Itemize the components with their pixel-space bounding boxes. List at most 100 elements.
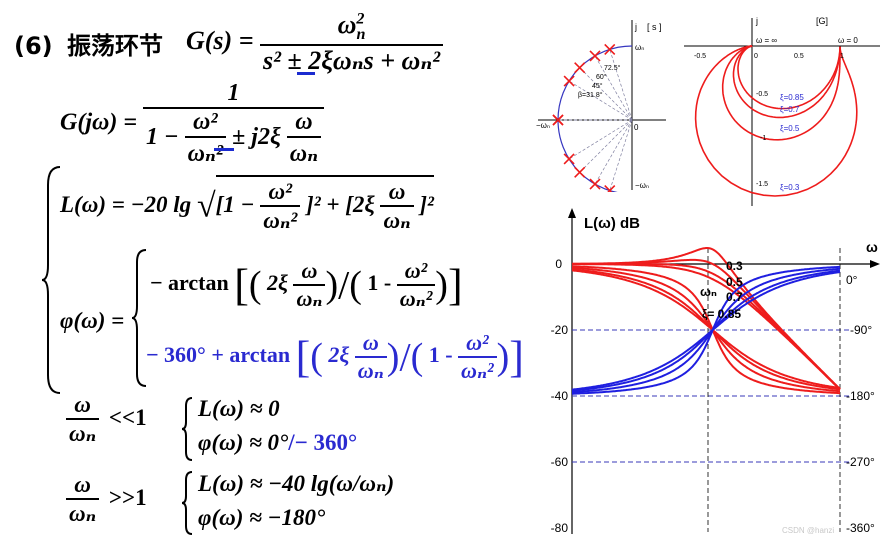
bode-xi-3: ξ= 0.85	[702, 307, 741, 321]
ny-xi-0: ξ=0.85	[780, 93, 804, 102]
pz-wn-top: ωₙ	[635, 43, 644, 52]
g-jw-den-frac-num: ω²	[193, 109, 218, 135]
bode-magnitude-curve	[572, 263, 841, 391]
bode-phase-curve-red	[571, 269, 841, 389]
pole-x-mark	[604, 43, 616, 55]
cond1-relation: <<1	[108, 404, 147, 430]
phi1-paren2-close: )	[435, 264, 448, 306]
ny-xi-2: ξ=0.5	[780, 124, 800, 133]
ny-xtick-1: 0	[754, 53, 758, 60]
cond1-den: ωₙ	[66, 418, 100, 447]
bode-xi-0: 0.3	[726, 259, 743, 273]
magnitude-formula: L(ω) = −20 lg √ [1 − ω² ωₙ² ]² + [2ξ ω ω…	[60, 175, 434, 234]
ny-xtick-3: 1	[840, 53, 844, 60]
section-title: 振荡环节	[67, 32, 163, 60]
g-jw-den-frac2-num: ω	[295, 109, 313, 135]
phi2-360-arctan: − 360° + arctan	[146, 342, 291, 368]
bode-xi-1: 0.5	[726, 275, 743, 289]
bode-rtick-3: -270°	[846, 455, 875, 469]
pz-wn-left: −ωₙ	[536, 121, 550, 130]
bode-ytick-2: -40	[551, 389, 569, 403]
phi1-paren2-open: (	[349, 264, 362, 306]
phi2-frac2-num: ω²	[466, 330, 489, 355]
bode-rtick-4: -360°	[846, 521, 875, 535]
ny-g-label: [G]	[816, 16, 828, 26]
phase-brace	[131, 249, 147, 387]
bode-phase-curves	[571, 265, 841, 395]
cond2-brace	[181, 471, 193, 535]
g-s-lhs: G(s) =	[186, 25, 254, 55]
bode-ytick-1: -20	[551, 323, 569, 337]
g-jw-lhs: G(jω) =	[60, 109, 138, 136]
bode-phase-curve-blue	[572, 265, 840, 395]
phi2-frac-den: ωₙ	[354, 356, 387, 384]
phi2-one-minus: 1 -	[428, 342, 453, 368]
bode-rtick-1: -90°	[850, 323, 872, 337]
pz-angle-0: 72.5°	[604, 64, 621, 72]
bode-rtick-0: 0°	[846, 273, 858, 287]
ny-ytick-2: -1.5	[756, 181, 768, 188]
bode-phase-curve-red	[571, 266, 841, 393]
pz-angle-line	[609, 49, 633, 121]
cond2-L: L(ω) ≈ −40 lg(ω/ωₙ)	[198, 471, 395, 496]
frequency-response-formula: G(jω) = 1 1 − ω² ωₙ² ± j2ξ ω ωₙ	[60, 80, 325, 168]
bode-ytick-4: -80	[551, 521, 569, 535]
bode-wn-label: ωₙ	[700, 284, 717, 299]
l-inner-frac: ω² ωₙ²	[260, 179, 301, 234]
phi2-bracket-open: [	[295, 332, 311, 382]
phase-lhs: φ(ω) =	[60, 308, 125, 333]
phi2-frac-num: ω	[362, 330, 379, 355]
phi1-bracket-close: ]	[447, 260, 463, 310]
g-s-denominator: s² ± 2ξωₙs + ωₙ²	[260, 43, 444, 76]
pz-angle-line	[568, 80, 633, 121]
bode-phase-curve-blue	[571, 267, 841, 394]
cond1-brace	[181, 397, 193, 461]
phi2-frac: ω ωₙ	[354, 330, 387, 384]
pole-x-mark	[589, 178, 601, 190]
pole-x-mark	[563, 153, 575, 165]
g-jw-den-a: 1 −	[146, 124, 179, 151]
ny-w-inf: ω = ∞	[756, 36, 777, 45]
g-jw-denominator: 1 − ω² ωₙ² ± j2ξ ω ωₙ	[143, 107, 325, 168]
cond1-L: L(ω) ≈ 0	[198, 396, 280, 421]
phi1-frac2-num: ω²	[404, 258, 428, 283]
bode-magnitude-curve	[572, 263, 841, 391]
pz-origin: 0	[634, 123, 639, 132]
sqrt-sign: √	[196, 187, 216, 225]
phi2-paren-open: (	[310, 336, 323, 378]
g-jw-den-frac2-den: ωₙ	[286, 136, 322, 168]
pz-semicircle	[557, 45, 633, 192]
phi1-paren-close: )	[325, 264, 339, 306]
g-s-numerator: ω	[337, 10, 357, 39]
cond1-phi-alt: /− 360°	[288, 430, 358, 455]
cond2-den: ωₙ	[66, 498, 100, 527]
phi1-frac-num: ω	[301, 258, 318, 283]
pz-angle-3: β=31.8°	[578, 91, 603, 99]
phi1-frac: ω ωₙ	[293, 258, 326, 312]
bode-y-title: L(ω) dB	[584, 215, 640, 232]
l-inner-a: [1 −	[215, 191, 255, 217]
bode-x-arrow	[870, 260, 880, 268]
pz-angle-line	[579, 119, 633, 173]
l-inner-frac2-num: ω	[388, 179, 406, 204]
phase-case-2: − 360° + arctan [( 2ξ ω ωₙ )/( 1 - ω² ωₙ…	[146, 330, 524, 384]
l-inner-frac2: ω ωₙ	[380, 179, 414, 234]
phi2-frac2: ω² ωₙ²	[458, 330, 497, 384]
l-inner-b: ]² + [2ξ	[306, 191, 375, 217]
low-freq-condition: ω ωₙ <<1	[66, 392, 147, 447]
phi1-frac2-den: ωₙ²	[396, 284, 436, 312]
pm-underline-2	[214, 148, 234, 151]
pz-angle-lines	[558, 49, 633, 191]
bode-ytick-0: 0	[555, 257, 562, 271]
section-heading: (6) 振荡环节	[14, 26, 163, 61]
phi1-paren-open: (	[248, 264, 262, 306]
g-jw-den-frac-den: ωₙ²	[184, 136, 227, 168]
ny-xi-3: ξ=0.3	[780, 183, 800, 192]
pz-pole-marks	[552, 43, 616, 192]
phi1-frac-den: ωₙ	[293, 284, 326, 312]
ny-w-zero: ω = 0	[838, 36, 858, 45]
pole-x-mark	[604, 185, 616, 192]
cond1-frac: ω ωₙ	[66, 392, 100, 447]
ny-xtick-0: -0.5	[694, 53, 706, 60]
bode-magnitude-curves	[571, 247, 841, 395]
